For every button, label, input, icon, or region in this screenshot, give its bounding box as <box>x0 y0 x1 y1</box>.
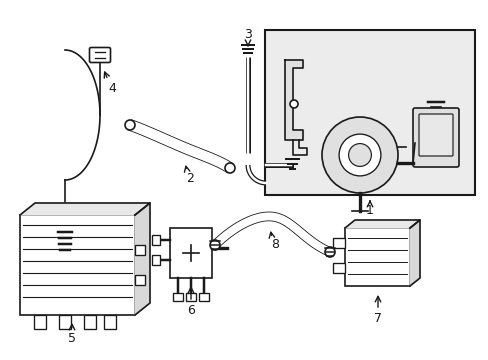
Polygon shape <box>409 220 419 286</box>
Bar <box>135 245 145 255</box>
Bar <box>152 255 160 265</box>
Bar <box>34 315 46 329</box>
Text: 4: 4 <box>108 81 116 94</box>
Text: 5: 5 <box>68 332 76 345</box>
Polygon shape <box>135 203 150 315</box>
Polygon shape <box>212 212 331 256</box>
Bar <box>332 263 345 273</box>
FancyBboxPatch shape <box>89 48 110 63</box>
Bar <box>104 315 116 329</box>
Bar <box>173 293 183 301</box>
Bar <box>264 30 474 195</box>
Bar <box>20 215 135 315</box>
Polygon shape <box>285 60 303 140</box>
Circle shape <box>321 117 397 193</box>
Polygon shape <box>20 203 150 215</box>
Text: 3: 3 <box>244 28 251 41</box>
Text: 7: 7 <box>373 311 381 324</box>
Circle shape <box>338 134 380 176</box>
Bar <box>345 228 409 286</box>
Bar <box>332 238 345 248</box>
Text: 1: 1 <box>366 203 373 216</box>
Circle shape <box>289 100 297 108</box>
Circle shape <box>125 120 135 130</box>
Circle shape <box>224 163 235 173</box>
Polygon shape <box>128 120 232 172</box>
Bar <box>170 228 212 278</box>
Circle shape <box>209 240 220 250</box>
Bar <box>199 293 208 301</box>
Bar <box>135 275 145 285</box>
Bar <box>152 235 160 245</box>
Polygon shape <box>345 220 419 228</box>
Text: 8: 8 <box>270 238 279 252</box>
Bar <box>185 293 196 301</box>
Circle shape <box>325 247 334 257</box>
Circle shape <box>348 144 371 166</box>
FancyBboxPatch shape <box>418 114 452 156</box>
Text: 2: 2 <box>185 171 194 184</box>
FancyBboxPatch shape <box>412 108 458 167</box>
Text: 6: 6 <box>187 303 195 316</box>
Bar <box>59 315 71 329</box>
Bar <box>84 315 96 329</box>
